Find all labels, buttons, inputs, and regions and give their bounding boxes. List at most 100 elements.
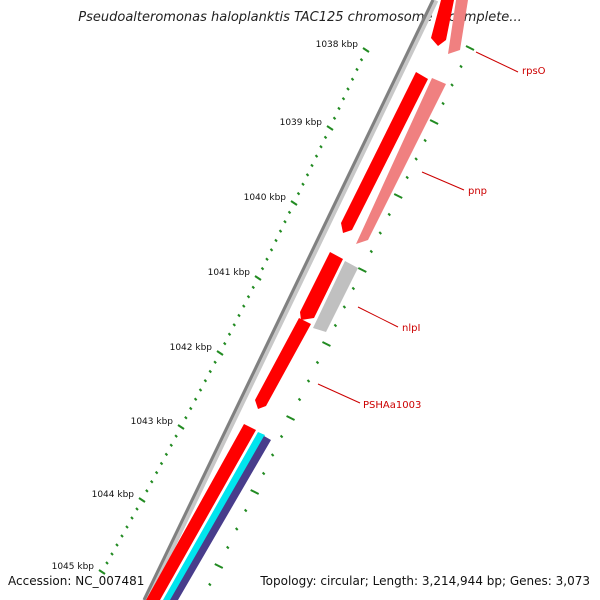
inner-track-tick: [297, 397, 302, 402]
inner-track-tick: [369, 249, 374, 254]
gene-label-leader: [317, 383, 361, 404]
ruler-tick-minor: [227, 332, 232, 336]
inner-track-tick: [429, 119, 439, 125]
ruler-tick-minor: [287, 210, 292, 215]
gene-label-leader: [475, 51, 519, 73]
ruler-tick-major: [326, 125, 334, 131]
ruler-tick-minor: [346, 87, 350, 91]
gene-feature-pnp[interactable]: [341, 72, 428, 233]
ruler-tick-minor: [242, 304, 246, 308]
inner-track-tick: [378, 231, 382, 235]
inner-track-tick: [214, 563, 224, 569]
ruler: 1038 kbp 1039 kbp 1040 kbp 1041 kbp 1042 kbp…: [52, 40, 370, 575]
inner-track-tick: [270, 453, 275, 457]
ruler-tick-minor: [174, 434, 178, 438]
ruler-tick-minor: [232, 323, 236, 327]
ruler-tick-minor: [341, 97, 346, 101]
ruler-tick-minor: [314, 154, 319, 158]
ruler-tick-minor: [359, 58, 364, 62]
gene-feature-pnp-reverse[interactable]: [356, 78, 446, 244]
ruler-tick-minor: [115, 543, 119, 547]
ruler-tick-major: [98, 569, 106, 575]
summary-label: Topology: circular; Length: 3,214,944 bp…: [260, 574, 590, 588]
inner-track-tick: [414, 157, 418, 161]
ruler-tick-minor: [301, 182, 305, 186]
ruler-tick-minor: [350, 77, 355, 81]
inner-track-tick: [357, 267, 367, 273]
ruler-tick-minor: [337, 106, 341, 111]
ruler-tick-minor: [223, 341, 227, 346]
inner-track-tick: [459, 64, 463, 69]
ruler-tick-minor: [283, 220, 287, 224]
inner-track-tick: [235, 527, 239, 531]
ruler-tick-minor: [310, 163, 314, 168]
ruler-tick-minor: [150, 480, 154, 484]
gene-feature-nlpI-forward[interactable]: [300, 252, 343, 320]
ruler-tick-minor: [319, 145, 323, 149]
inner-track-tick: [243, 508, 248, 513]
inner-track-tick: [286, 415, 295, 421]
ruler-tick-minor: [193, 397, 198, 401]
ruler-tick-minor: [105, 561, 109, 565]
gene-feature-navy[interactable]: [170, 436, 271, 600]
inner-track-tick: [465, 45, 475, 51]
ruler-tick-minor: [130, 516, 134, 520]
gene-feature-rpsO-reverse[interactable]: [448, 0, 468, 54]
inner-track-tick: [208, 582, 212, 587]
accession-label: Accession: NC_007481: [8, 574, 145, 588]
ruler-tick-minor: [323, 135, 328, 140]
ruler-tick-minor: [269, 248, 274, 252]
ruler-tick-major: [254, 275, 262, 281]
gene-feature-rpsO[interactable]: [431, 0, 454, 46]
ruler-tick-major: [290, 200, 298, 206]
ruler-tick-minor: [237, 313, 241, 318]
ruler-tick-minor: [125, 525, 129, 529]
ruler-tick-label: 1042 kbp: [170, 343, 213, 353]
inner-track-tick: [441, 101, 445, 106]
ruler-tick-minor: [164, 452, 169, 457]
inner-track-tick: [279, 434, 284, 439]
ruler-tick-label: 1040 kbp: [244, 193, 287, 203]
gene-label[interactable]: rpsO: [522, 66, 546, 77]
ruler-tick-minor: [203, 379, 208, 383]
inner-track-tick: [261, 471, 266, 476]
ruler-tick-minor: [208, 369, 212, 374]
ruler-tick-minor: [184, 416, 188, 420]
gene-feature-nlpI[interactable]: [313, 261, 358, 332]
inner-track-tick: [450, 83, 454, 87]
ruler-tick-minor: [110, 552, 114, 556]
gene-labels: rpsO pnp nlpI PSHAa1003: [317, 51, 546, 411]
inner-track-tick: [306, 379, 311, 383]
inner-track-tick: [226, 545, 230, 550]
ruler-tick-label: 1044 kbp: [92, 490, 135, 500]
ruler-tick-label: 1045 kbp: [52, 562, 95, 572]
ruler-tick-label: 1038 kbp: [316, 40, 359, 50]
gene-label[interactable]: PSHAa1003: [363, 400, 421, 411]
gene-feature-cyan[interactable]: [163, 432, 265, 600]
gc-skew-ticks: [208, 45, 475, 587]
ruler-tick-minor: [154, 470, 159, 475]
ruler-tick-minor: [145, 489, 149, 493]
ruler-tick-minor: [355, 67, 359, 72]
inner-track-tick: [423, 138, 427, 143]
ruler-tick-minor: [251, 285, 255, 290]
backbone-ring-edge: [142, 0, 435, 600]
gene-label-leader: [421, 171, 465, 191]
gene-label[interactable]: pnp: [468, 186, 487, 197]
ruler-tick-label: 1041 kbp: [208, 268, 251, 278]
ruler-tick-label: 1043 kbp: [131, 417, 174, 427]
ruler-tick-minor: [278, 229, 283, 233]
ruler-tick-minor: [296, 191, 301, 196]
inner-track-tick: [387, 212, 391, 217]
ruler-tick-minor: [332, 116, 337, 120]
inner-track-tick: [250, 489, 260, 495]
gene-label[interactable]: nlpI: [402, 323, 420, 334]
map-title: Pseudoalteromonas haloplanktis TAC125 ch…: [78, 10, 522, 25]
ruler-tick-minor: [274, 238, 278, 243]
inner-track-tick: [333, 323, 338, 328]
ruler-tick-minor: [169, 443, 173, 447]
gene-feature-PSHAa1003[interactable]: [255, 318, 311, 409]
inner-track-tick: [393, 193, 403, 199]
gene-feature-lower-forward[interactable]: [146, 424, 256, 600]
